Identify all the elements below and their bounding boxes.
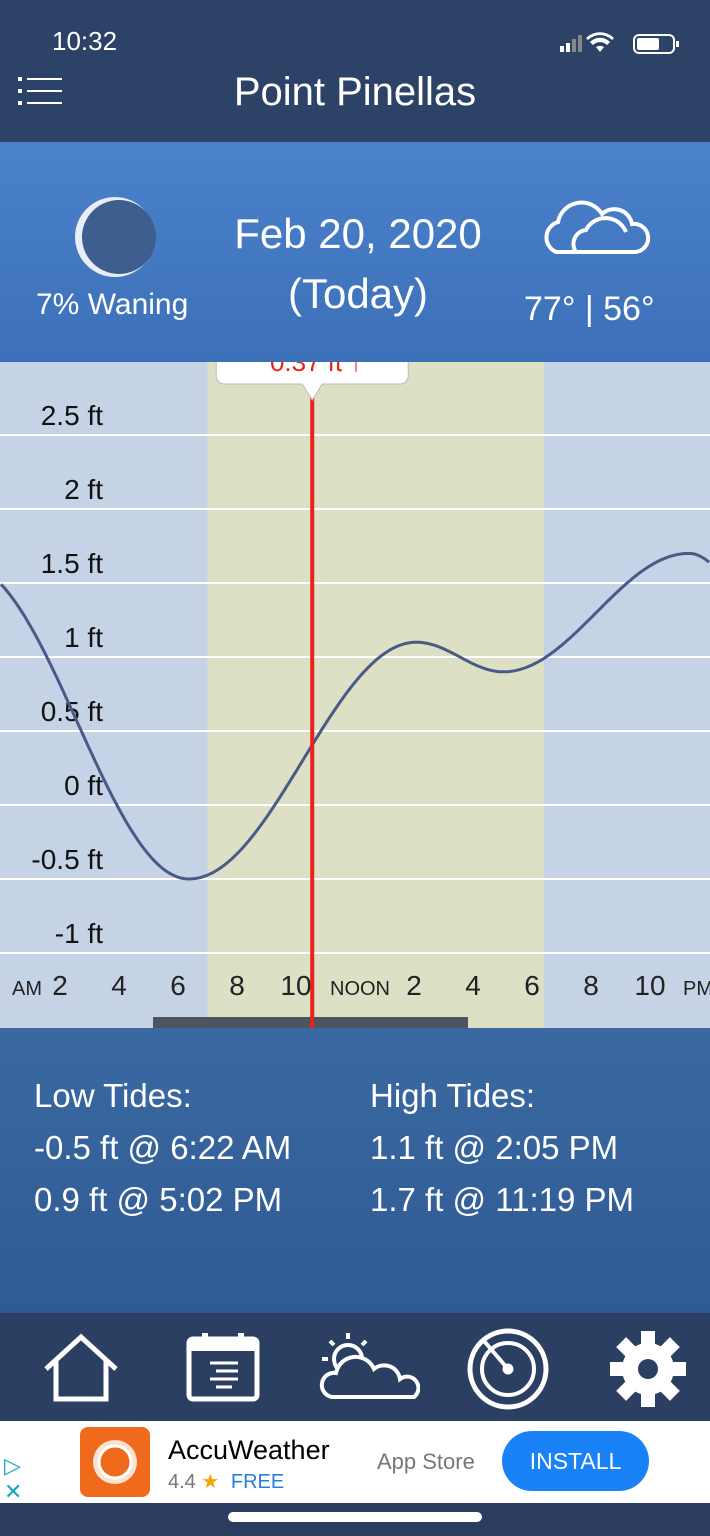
y-tick-label: 1.5 ft [41,548,103,579]
cursor-value: 0.37 ft ↑ [270,362,363,377]
ad-store: App Store [377,1449,475,1474]
x-tick-label: PM [683,978,710,1000]
tide-curve [0,551,710,881]
tide-chart-svg: 2.5 ft2 ft1.5 ft1 ft0.5 ft0 ft-0.5 ft-1 … [0,337,710,1028]
daylight-band [207,362,544,1028]
radar-icon[interactable] [466,1327,550,1411]
y-tick-label: 2 ft [64,474,103,505]
x-tick-label: 10 [280,970,311,1001]
high-tides-title: High Tides: [370,1077,536,1114]
install-button[interactable]: INSTALL [502,1431,649,1491]
y-tick-label: -1 ft [55,918,103,949]
cloud-icon [544,200,651,254]
home-icon[interactable] [42,1333,120,1403]
bottom-nav [0,1313,710,1421]
tide-summary: Low Tides: -0.5 ft @ 6:22 AM 0.9 ft @ 5:… [0,1028,710,1313]
ad-app-name: AccuWeather [168,1435,330,1465]
x-tick-label: 2 [406,970,422,1001]
x-tick-label: 6 [524,970,540,1001]
header: 10:32 Point Pinellas [0,0,710,142]
accuweather-logo-icon [80,1427,150,1497]
ad-rating: 4.4 [168,1471,196,1493]
x-tick-label: 4 [465,970,481,1001]
x-tick-label: 4 [111,970,127,1001]
ad-choices-icon[interactable]: ▷ [4,1453,21,1478]
home-indicator [228,1512,482,1522]
high-tide-2: 1.7 ft @ 11:19 PM [370,1181,635,1218]
ad-price: FREE [230,1471,285,1493]
weather-icon[interactable] [310,1329,420,1405]
ad-close-icon[interactable]: ✕ [4,1479,23,1504]
temperature-range: 77° | 56° [524,290,655,328]
high-tide-1: 1.1 ft @ 2:05 PM [370,1129,619,1166]
x-tick-label: 6 [170,970,186,1001]
gear-icon[interactable] [608,1329,688,1409]
low-tide-1: -0.5 ft @ 6:22 AM [34,1129,292,1166]
x-tick-label: 8 [229,970,245,1001]
y-tick-label: 2.5 ft [41,400,103,431]
calendar-icon[interactable] [186,1331,260,1403]
star-icon: ★ [201,1471,220,1493]
date-relative: (Today) [287,270,429,317]
moon-phase: 7% Waning [36,288,189,321]
hamburger-icon[interactable] [18,76,64,106]
date: Feb 20, 2020 [234,210,482,257]
ad-banner[interactable]: ▷ ✕ AccuWeather 4.4 ★ FREE App Store INS… [0,1421,710,1504]
low-tide-2: 0.9 ft @ 5:02 PM [34,1181,283,1218]
y-tick-label: 1 ft [64,622,103,653]
status-icons [560,32,679,54]
x-tick-label: 10 [634,970,665,1001]
x-tick-label: 2 [52,970,68,1001]
status-time: 10:32 [52,26,118,56]
date-label[interactable]: Feb 20, 2020 (Today) [180,204,536,324]
tide-chart[interactable]: 2.5 ft 2 ft 1.5 ft 1 ft 0.5 ft 0 ft -0.5 ft -1 … [0,337,710,1028]
x-tick-label: 8 [583,970,599,1001]
x-tick-label: AM [12,978,42,1000]
y-tick-label: 0 ft [64,770,103,801]
x-tick-label: NOON [330,978,390,1000]
y-tick-label: -0.5 ft [31,844,103,875]
day-summary: 7% Waning Feb 20, 2020 (Today) 77° | 56° [0,142,710,362]
moon-icon [75,197,156,277]
page-title: Point Pinellas [233,70,477,114]
low-tides-title: Low Tides: [34,1077,192,1114]
